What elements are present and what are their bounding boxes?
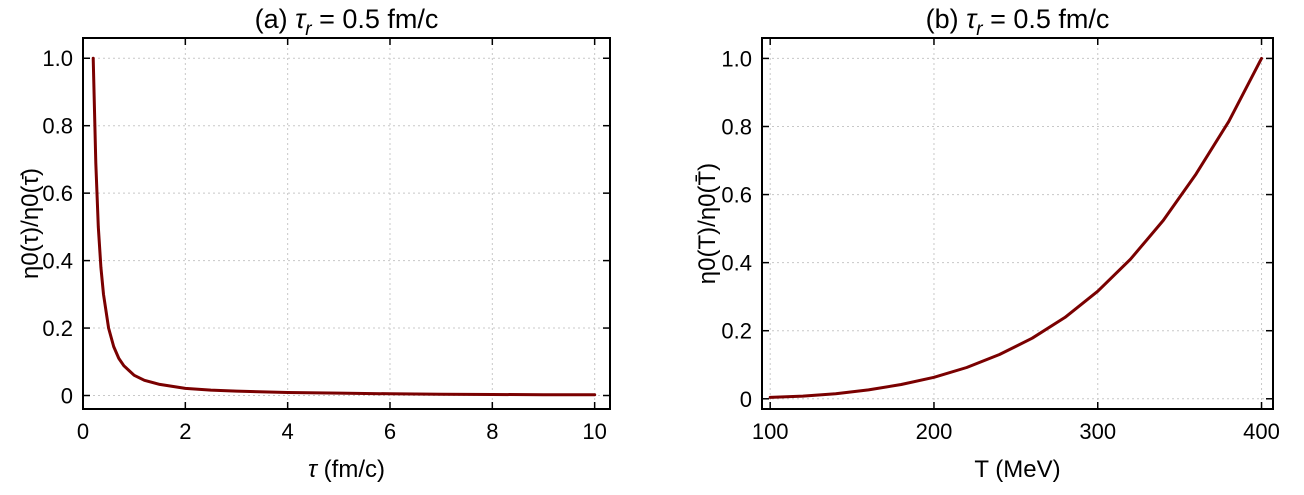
y-axis-label: η0(τ)/η0(τ̄) <box>17 168 44 279</box>
gridlines <box>82 38 610 409</box>
gridlines <box>762 38 1273 409</box>
x-tick-label: 2 <box>179 419 191 444</box>
y-tick-label: 0.2 <box>721 319 752 344</box>
y-tick-label: 0 <box>740 387 752 412</box>
y-tick-label: 0.4 <box>42 249 73 274</box>
x-axis-label-suffix: (fm/c) <box>317 456 385 483</box>
x-tick-label: 6 <box>384 419 396 444</box>
plot-frame <box>82 37 611 410</box>
y-tick-label: 0.8 <box>721 114 752 139</box>
x-axis-label-symbol: τ <box>308 456 319 483</box>
panel-b: 100 200 300 400 0 0.2 0.4 0.6 0.8 1.0 (b) τr = 0.5… <box>694 4 1280 483</box>
x-tick-label: 4 <box>282 419 294 444</box>
chart-title: (a) τr = 0.5 fm/c <box>255 4 439 40</box>
series-line <box>91 56 597 397</box>
y-tick-label: 0 <box>61 384 73 409</box>
title-symbol: τ <box>966 4 978 34</box>
title-prefix: (a) <box>255 4 296 34</box>
x-tick-label: 8 <box>486 419 498 444</box>
y-tick-label: 0.2 <box>42 316 73 341</box>
y-tick-label: 1.0 <box>721 46 752 71</box>
x-tick-label: 400 <box>1243 419 1280 444</box>
title-subscript: r <box>976 19 983 40</box>
title-symbol: τ <box>295 4 307 34</box>
y-tick-label: 0.6 <box>42 181 73 206</box>
title-subscript: r <box>305 19 312 40</box>
x-tick-label: 100 <box>752 419 789 444</box>
y-tick-label: 0.4 <box>721 251 752 276</box>
title-suffix: = 0.5 fm/c <box>312 4 439 34</box>
series-line <box>768 56 1263 399</box>
y-tick-label: 0.6 <box>721 183 752 208</box>
y-tick-label: 1.0 <box>42 46 73 71</box>
x-axis-label: T (MeV) <box>974 456 1060 483</box>
chart-title: (b) τr = 0.5 fm/c <box>926 4 1110 40</box>
title-suffix: = 0.5 fm/c <box>983 4 1110 34</box>
x-tick-label: 10 <box>582 419 606 444</box>
y-tick-label: 0.8 <box>42 114 73 139</box>
x-tick-label: 0 <box>77 419 89 444</box>
x-tick-label: 300 <box>1079 419 1116 444</box>
title-prefix: (b) <box>926 4 967 34</box>
x-tick-label: 200 <box>916 419 953 444</box>
y-axis-label: η0(T)/η0(T̄) <box>694 163 721 284</box>
plot-frame <box>761 37 1274 410</box>
x-axis-label: τ (fm/c) <box>308 456 385 483</box>
